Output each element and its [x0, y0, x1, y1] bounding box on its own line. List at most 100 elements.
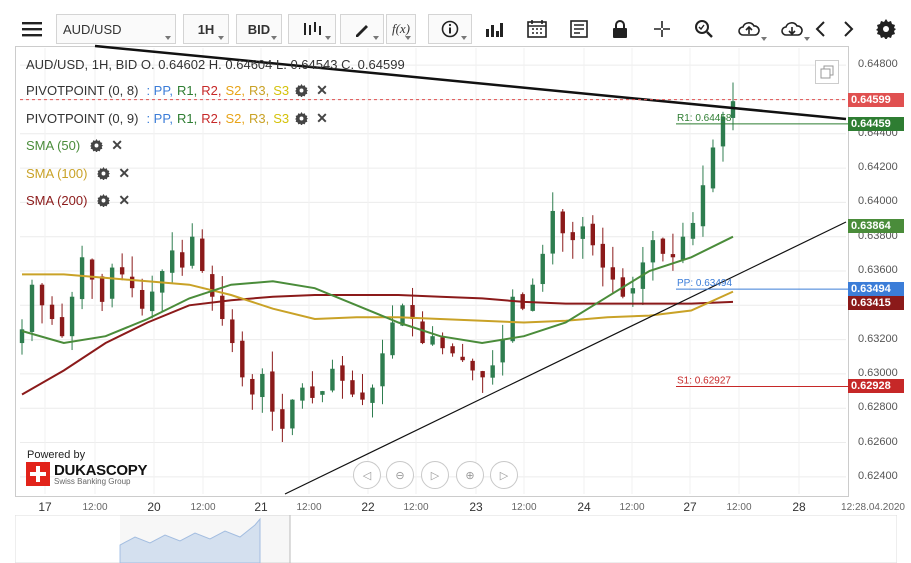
y-tick-label: 0.63000: [858, 366, 898, 379]
pivot1-s3: S3: [273, 83, 290, 98]
candle-body: [360, 392, 365, 400]
y-tick-label: 0.64200: [858, 161, 898, 174]
scroll-left-button[interactable]: ◁: [353, 461, 381, 489]
candle-body: [720, 116, 726, 147]
price-tag: 0.63494: [848, 282, 904, 297]
ohlc-text: AUD/USD, 1H, BID O. 0.64602 H. 0.64604 L…: [26, 57, 405, 72]
zoom-out-button[interactable]: ⊖: [386, 461, 414, 489]
pivot1-r3: R3,: [248, 83, 270, 98]
pivot2-pp: : PP,: [146, 111, 173, 126]
y-tick-label: 0.62400: [858, 469, 898, 482]
scroll-right-button[interactable]: ▷: [490, 461, 518, 489]
info-button[interactable]: [428, 14, 472, 44]
pivot2-s2: S2,: [225, 111, 245, 126]
candle-body: [540, 253, 545, 285]
lock-icon[interactable]: [604, 14, 636, 44]
pivot1-settings-icon[interactable]: [295, 84, 309, 97]
candle-body: [570, 232, 575, 241]
candle-body: [59, 317, 65, 337]
candle-body: [650, 240, 656, 263]
x-tick-label: 22: [361, 500, 375, 514]
menu-icon[interactable]: [16, 14, 48, 44]
y-tick-label: 0.63200: [858, 332, 898, 345]
chart-area[interactable]: [15, 46, 849, 497]
resistance-trendline: [94, 44, 847, 121]
x-tick-label: 12:00: [296, 502, 322, 513]
candle-body: [600, 243, 606, 268]
y-tick-label: 0.63600: [858, 264, 898, 276]
toolbar: AUD/USD 1H BID f(x): [0, 0, 911, 52]
sma50-close-icon[interactable]: ✕: [111, 137, 123, 153]
x-tick-label: 12:00: [403, 502, 429, 513]
pivot1-pp: : PP,: [146, 83, 173, 98]
candle-body: [180, 252, 185, 268]
candle-body: [560, 211, 565, 234]
crosshair-icon[interactable]: [646, 14, 678, 44]
pivot2-r2: R2,: [201, 111, 222, 126]
symbol-label: AUD/USD: [63, 21, 122, 37]
upload-button[interactable]: [727, 14, 771, 44]
sma100-settings-icon[interactable]: [97, 167, 111, 180]
x-tick-label: 23: [469, 500, 483, 514]
timeframe-select[interactable]: 1H: [183, 14, 229, 44]
y-tick-label: 0.62800: [858, 401, 898, 414]
gear-icon[interactable]: [870, 14, 902, 44]
candle-body: [210, 274, 215, 297]
draw-button[interactable]: [340, 14, 384, 44]
candle-body: [400, 305, 405, 326]
pivot2-name: PIVOTPOINT (0, 9): [26, 111, 139, 126]
sma100-close-icon[interactable]: ✕: [118, 165, 131, 181]
function-button[interactable]: f(x): [386, 14, 416, 44]
candle-body: [280, 409, 285, 429]
dukascopy-logo[interactable]: DUKASCOPY Swiss Banking Group: [26, 462, 147, 486]
candle-body: [430, 336, 435, 345]
news-icon[interactable]: [563, 14, 595, 44]
chart-type-button[interactable]: [288, 14, 336, 44]
sma50-line: [21, 235, 734, 345]
chevron-left-icon[interactable]: [804, 14, 836, 44]
x-tick-label: 12:00: [619, 502, 645, 513]
chevron-right-icon[interactable]: [833, 14, 865, 44]
symbol-select[interactable]: AUD/USD: [56, 14, 176, 44]
candle-body: [49, 304, 55, 320]
price-tag: 0.63415: [848, 295, 904, 310]
side-select[interactable]: BID: [236, 14, 282, 44]
candle-body: [129, 276, 135, 289]
candle-body: [480, 371, 485, 378]
x-tick-label: 24: [577, 500, 591, 514]
sma50-settings-icon[interactable]: [90, 139, 104, 152]
sma200-settings-icon[interactable]: [97, 194, 111, 207]
candle-body: [200, 238, 205, 271]
pivot2-settings-icon[interactable]: [295, 112, 309, 125]
x-tick-label: 12:00: [726, 502, 752, 513]
candle-body: [170, 250, 175, 273]
reset-view-button[interactable]: ▷: [421, 461, 449, 489]
pivot1-r1: R1,: [176, 83, 198, 98]
x-tick-label: 17: [38, 500, 52, 514]
cloud-upload-icon: [738, 22, 760, 36]
ohlc-readout: AUD/USD, 1H, BID O. 0.64602 H. 0.64604 L…: [26, 57, 405, 72]
popout-icon[interactable]: [815, 60, 839, 84]
candles-icon: [304, 22, 321, 35]
candle-body: [490, 365, 495, 378]
pivot2-close-icon[interactable]: ✕: [316, 110, 328, 126]
volume-icon[interactable]: [478, 14, 510, 44]
candle-body: [250, 378, 255, 395]
x-tick-label: 12:00: [511, 502, 537, 513]
sma100-legend: SMA (100) ✕: [26, 165, 130, 182]
candle-body: [610, 267, 616, 280]
pivot1-close-icon[interactable]: ✕: [316, 82, 328, 98]
swiss-cross-icon: [26, 462, 50, 486]
navigator-strip[interactable]: [15, 515, 897, 563]
sma200-label: SMA (200): [26, 193, 88, 208]
candle-body: [69, 296, 75, 337]
zoom-in-button[interactable]: ⊕: [456, 461, 484, 489]
zoom-icon[interactable]: [688, 14, 720, 44]
sma50-label: SMA (50): [26, 138, 81, 153]
candle-body: [320, 391, 325, 395]
sma200-close-icon[interactable]: ✕: [118, 192, 131, 208]
candle-body: [139, 289, 145, 309]
calendar-icon[interactable]: [521, 14, 553, 44]
download-button[interactable]: [770, 14, 814, 44]
